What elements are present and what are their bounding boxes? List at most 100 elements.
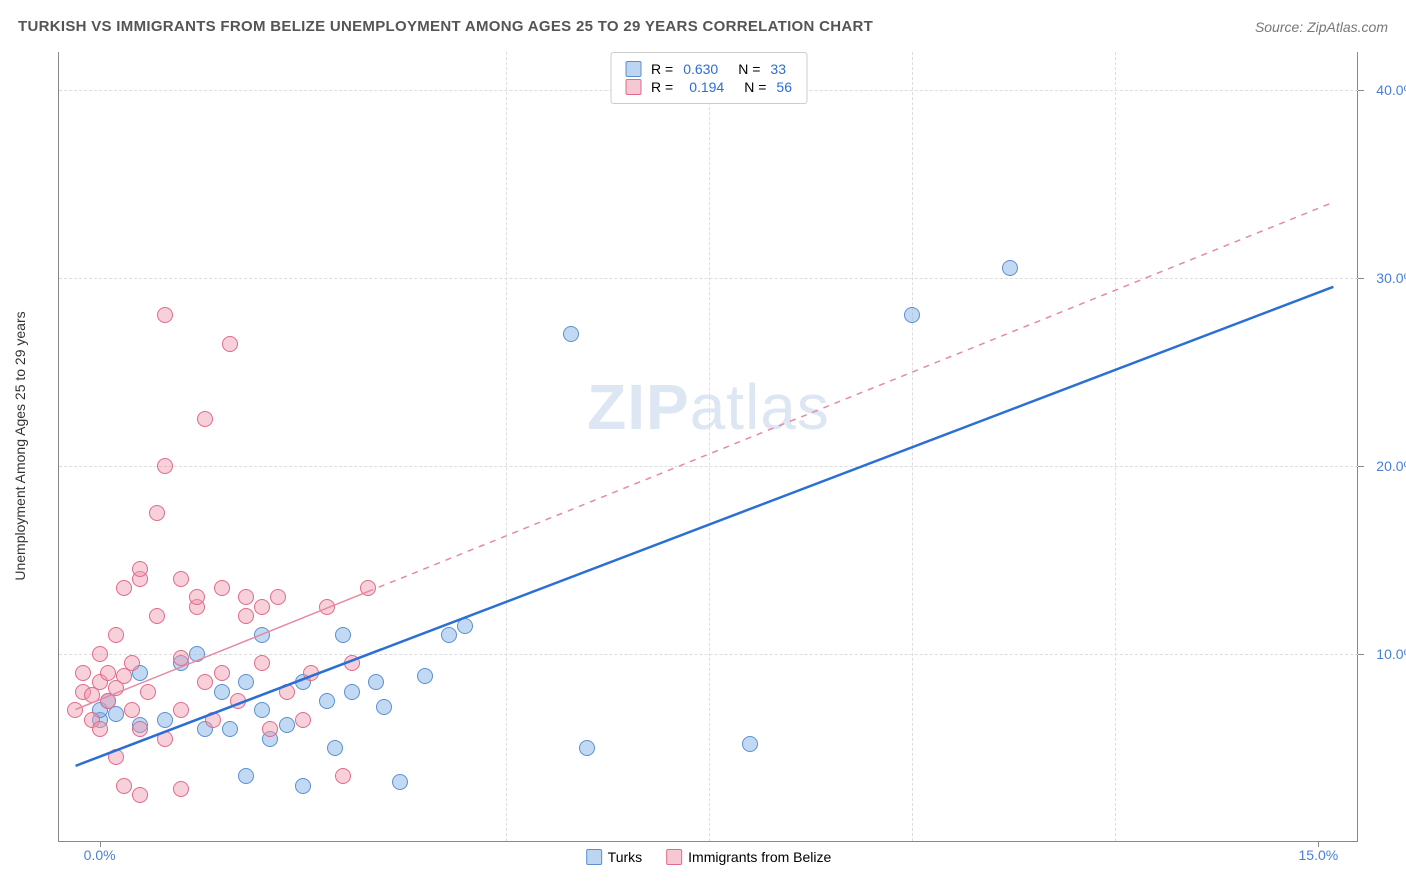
data-point <box>214 665 230 681</box>
data-point <box>214 684 230 700</box>
xtick-label: 15.0% <box>1299 847 1339 863</box>
data-point <box>254 599 270 615</box>
data-point <box>149 505 165 521</box>
data-point <box>254 627 270 643</box>
data-point <box>173 702 189 718</box>
r-value-turks: 0.630 <box>683 61 718 77</box>
xtick-label: 0.0% <box>84 847 116 863</box>
swatch-turks <box>625 61 641 77</box>
data-point <box>344 655 360 671</box>
data-point <box>262 721 278 737</box>
n-value-turks: 33 <box>770 61 786 77</box>
data-point <box>335 768 351 784</box>
data-point <box>173 650 189 666</box>
swatch-belize <box>625 79 641 95</box>
right-axis-line <box>1357 52 1358 841</box>
data-point <box>295 778 311 794</box>
legend-row-belize: R = 0.194 N = 56 <box>625 79 792 95</box>
data-point <box>214 580 230 596</box>
ytick-label: 40.0% <box>1364 82 1406 98</box>
swatch-turks-bottom <box>586 849 602 865</box>
legend-label-turks: Turks <box>608 849 642 865</box>
n-value-belize: 56 <box>776 79 792 95</box>
data-point <box>173 781 189 797</box>
ytick-label: 20.0% <box>1364 458 1406 474</box>
data-point <box>149 608 165 624</box>
data-point <box>742 736 758 752</box>
data-point <box>222 336 238 352</box>
legend-item-turks: Turks <box>586 849 642 865</box>
data-point <box>100 665 116 681</box>
data-point <box>92 721 108 737</box>
data-point <box>116 778 132 794</box>
data-point <box>1002 260 1018 276</box>
chart-title: TURKISH VS IMMIGRANTS FROM BELIZE UNEMPL… <box>18 18 873 35</box>
data-point <box>108 749 124 765</box>
r-label: R = <box>651 61 673 77</box>
data-point <box>254 702 270 718</box>
data-point <box>189 646 205 662</box>
data-point <box>124 702 140 718</box>
data-point <box>270 589 286 605</box>
series-legend: Turks Immigrants from Belize <box>586 849 832 865</box>
y-axis-label: Unemployment Among Ages 25 to 29 years <box>12 311 28 580</box>
data-point <box>238 589 254 605</box>
gridline-v <box>1115 52 1116 841</box>
source-label: Source: ZipAtlas.com <box>1255 19 1388 35</box>
data-point <box>205 712 221 728</box>
r-value-belize: 0.194 <box>689 79 724 95</box>
data-point <box>279 684 295 700</box>
data-point <box>319 599 335 615</box>
data-point <box>197 674 213 690</box>
swatch-belize-bottom <box>666 849 682 865</box>
data-point <box>157 307 173 323</box>
data-point <box>441 627 457 643</box>
data-point <box>230 693 246 709</box>
plot-area: ZIPatlas R = 0.630 N = 33 R = 0.194 N = … <box>58 52 1358 842</box>
data-point <box>295 712 311 728</box>
data-point <box>417 668 433 684</box>
legend-item-belize: Immigrants from Belize <box>666 849 831 865</box>
data-point <box>360 580 376 596</box>
data-point <box>335 627 351 643</box>
correlation-legend: R = 0.630 N = 33 R = 0.194 N = 56 <box>610 52 807 104</box>
data-point <box>189 589 205 605</box>
data-point <box>319 693 335 709</box>
data-point <box>344 684 360 700</box>
data-point <box>368 674 384 690</box>
data-point <box>238 768 254 784</box>
data-point <box>132 721 148 737</box>
chart-container: TURKISH VS IMMIGRANTS FROM BELIZE UNEMPL… <box>0 0 1406 892</box>
data-point <box>124 655 140 671</box>
data-point <box>279 717 295 733</box>
gridline-v <box>506 52 507 841</box>
data-point <box>376 699 392 715</box>
legend-row-turks: R = 0.630 N = 33 <box>625 61 792 77</box>
gridline-v <box>912 52 913 841</box>
data-point <box>254 655 270 671</box>
ytick-label: 30.0% <box>1364 270 1406 286</box>
data-point <box>116 580 132 596</box>
data-point <box>67 702 83 718</box>
n-label: N = <box>738 61 760 77</box>
n-label: N = <box>744 79 766 95</box>
data-point <box>563 326 579 342</box>
data-point <box>157 731 173 747</box>
title-row: TURKISH VS IMMIGRANTS FROM BELIZE UNEMPL… <box>18 18 1388 35</box>
data-point <box>132 787 148 803</box>
data-point <box>140 684 156 700</box>
r-label: R = <box>651 79 673 95</box>
data-point <box>457 618 473 634</box>
data-point <box>75 665 91 681</box>
data-point <box>238 674 254 690</box>
ytick-label: 10.0% <box>1364 646 1406 662</box>
data-point <box>108 627 124 643</box>
data-point <box>238 608 254 624</box>
data-point <box>132 561 148 577</box>
data-point <box>173 571 189 587</box>
data-point <box>303 665 319 681</box>
data-point <box>222 721 238 737</box>
data-point <box>157 458 173 474</box>
data-point <box>157 712 173 728</box>
data-point <box>904 307 920 323</box>
